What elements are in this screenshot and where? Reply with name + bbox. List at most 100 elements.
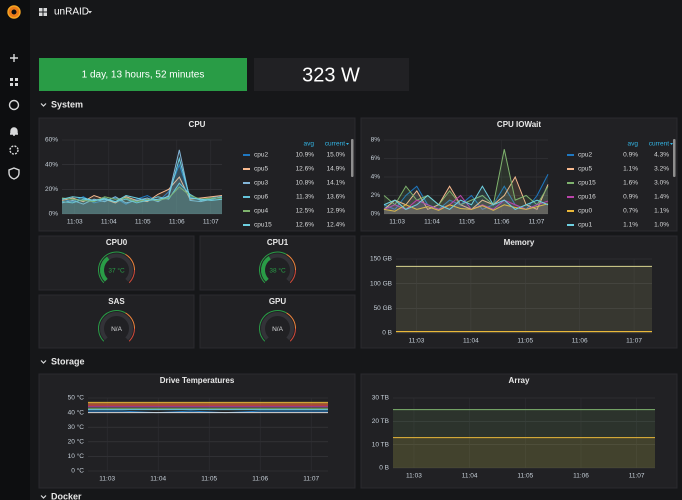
- area: [384, 186, 548, 214]
- x-tick-label: 11:07: [629, 473, 645, 480]
- series-line: [88, 410, 328, 414]
- legend-current: 15.0%: [327, 152, 346, 159]
- gauge-threshold: [128, 328, 135, 342]
- x-tick-label: 11:05: [201, 476, 217, 483]
- admin-icon[interactable]: [8, 167, 20, 180]
- legend-name[interactable]: cpu2: [578, 152, 592, 159]
- legend-avg: 12.6%: [296, 166, 315, 173]
- x-tick-label: 11:03: [389, 219, 405, 226]
- area: [62, 149, 222, 214]
- x-tick-label: 11:03: [409, 338, 425, 345]
- gauge-threshold: [286, 253, 296, 271]
- legend-name[interactable]: cpu16: [578, 194, 596, 201]
- gauge-label: N/A: [272, 326, 284, 333]
- panel: [199, 294, 356, 349]
- panel: [38, 117, 356, 232]
- x-tick-label: 11:06: [252, 476, 268, 483]
- legend-header[interactable]: current: [649, 141, 669, 148]
- legend-name[interactable]: cpu1: [578, 222, 592, 229]
- create-icon[interactable]: [10, 54, 18, 62]
- legend-current: 12.4%: [327, 222, 346, 229]
- panel-title: CPU: [189, 120, 206, 129]
- y-tick-label: 30 °C: [68, 423, 85, 431]
- y-tick-label: 6%: [371, 155, 381, 162]
- row-chevron: [40, 360, 47, 364]
- uptime-value: 1 day, 13 hours, 52 minutes: [82, 70, 205, 81]
- legend-name[interactable]: cpu5: [254, 166, 268, 173]
- y-tick-label: 0 °C: [71, 467, 84, 475]
- legend-avg: 0.9%: [623, 152, 638, 159]
- dashboard-title[interactable]: unRAID: [54, 7, 89, 18]
- x-tick-label: 11:05: [517, 473, 533, 480]
- legend-avg: 10.8%: [296, 180, 315, 187]
- legend-avg: 1.1%: [623, 222, 638, 229]
- row-title[interactable]: Storage: [51, 356, 85, 366]
- sort-caret: [346, 143, 349, 145]
- panel: [38, 294, 195, 349]
- power-value: 323 W: [302, 64, 360, 86]
- legend-name[interactable]: cpu6: [254, 194, 268, 201]
- x-tick-label: 11:06: [572, 338, 588, 345]
- gauge-threshold: [286, 312, 296, 329]
- series-line: [383, 185, 549, 210]
- uptime-panel: [39, 58, 247, 91]
- x-tick-label: 11:04: [424, 219, 440, 226]
- gauge-track: [100, 312, 133, 341]
- y-tick-label: 8%: [371, 137, 381, 144]
- x-tick-label: 11:03: [67, 219, 83, 226]
- x-tick-label: 11:06: [573, 473, 589, 480]
- panel: [360, 235, 678, 349]
- legend-scrollbar: [673, 139, 676, 177]
- x-tick-label: 11:05: [135, 219, 151, 226]
- legend-current: 12.9%: [327, 208, 346, 215]
- legend-name[interactable]: cpu2: [254, 152, 268, 159]
- x-tick-label: 11:05: [459, 219, 475, 226]
- x-tick-label: 11:07: [529, 219, 545, 226]
- x-tick-label: 11:04: [462, 473, 478, 480]
- config-icon[interactable]: [9, 145, 19, 155]
- legend-current: 1.0%: [654, 222, 669, 229]
- y-tick-label: 0%: [49, 211, 59, 218]
- area: [62, 158, 222, 214]
- x-tick-label: 11:06: [169, 219, 185, 226]
- y-tick-label: 50 GB: [374, 305, 392, 312]
- legend-current: 3.0%: [654, 180, 669, 187]
- legend-current: 1.4%: [654, 194, 669, 201]
- area: [393, 437, 655, 468]
- explore-icon[interactable]: [8, 99, 20, 111]
- alerting-icon[interactable]: [10, 127, 18, 136]
- y-tick-label: 100 GB: [370, 280, 392, 287]
- legend-name[interactable]: cpu15: [578, 180, 596, 187]
- row-title[interactable]: Docker: [51, 491, 82, 500]
- gauge-threshold: [128, 269, 135, 284]
- dashboards-icon[interactable]: [10, 78, 18, 86]
- x-tick-label: 11:03: [99, 476, 115, 483]
- panel-title: CPU1: [267, 238, 289, 247]
- row-title[interactable]: System: [51, 99, 83, 109]
- legend-current: 14.1%: [327, 180, 346, 187]
- legend-header[interactable]: avg: [304, 141, 315, 148]
- sidebar: [0, 0, 30, 500]
- area: [62, 164, 222, 214]
- legend-name[interactable]: cpu15: [254, 222, 272, 229]
- legend-name[interactable]: cpu3: [254, 180, 268, 187]
- legend-current: 1.1%: [654, 208, 669, 215]
- legend-header[interactable]: avg: [628, 141, 639, 148]
- panel-title: GPU: [269, 297, 287, 306]
- panel-title: Memory: [504, 238, 535, 247]
- legend-avg: 0.7%: [623, 208, 638, 215]
- x-tick-label: 11:03: [406, 473, 422, 480]
- series-line: [383, 175, 549, 211]
- legend-name[interactable]: cpu4: [254, 208, 268, 215]
- legend-avg: 12.5%: [296, 208, 315, 215]
- legend-name[interactable]: cpu5: [578, 166, 592, 173]
- y-tick-label: 0 B: [379, 465, 389, 472]
- y-tick-label: 20%: [45, 186, 58, 193]
- legend-avg: 12.6%: [296, 222, 315, 229]
- legend-name[interactable]: cpu0: [578, 208, 592, 215]
- y-tick-label: 60%: [45, 137, 58, 144]
- legend-header[interactable]: current: [325, 141, 345, 148]
- gauge-threshold: [289, 328, 296, 342]
- x-tick-label: 11:04: [150, 476, 166, 483]
